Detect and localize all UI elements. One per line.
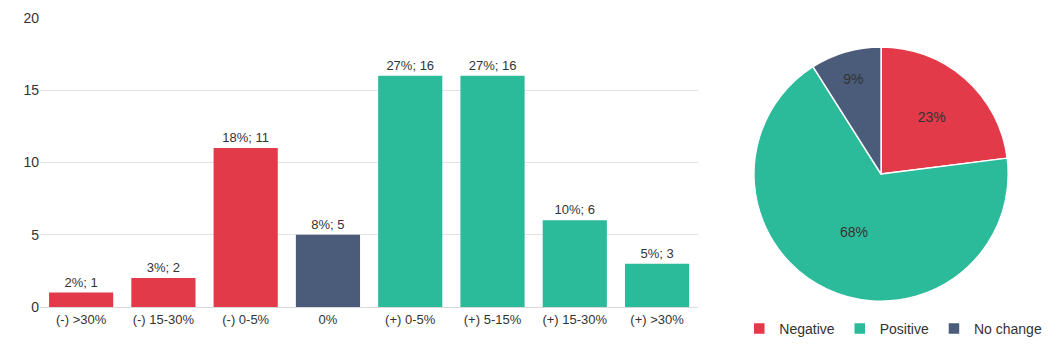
svg-text:5: 5	[31, 227, 39, 243]
svg-text:23%: 23%	[918, 109, 946, 125]
svg-text:0%: 0%	[319, 312, 338, 327]
svg-text:2%; 1: 2%; 1	[65, 275, 98, 290]
svg-text:27%; 16: 27%; 16	[469, 58, 517, 73]
svg-text:27%; 16: 27%; 16	[386, 58, 434, 73]
svg-text:(-) 15-30%: (-) 15-30%	[133, 312, 195, 327]
svg-text:10%; 6: 10%; 6	[555, 202, 595, 217]
svg-text:3%; 2: 3%; 2	[147, 260, 180, 275]
svg-text:Positive: Positive	[880, 321, 929, 337]
svg-text:10: 10	[23, 154, 39, 170]
svg-text:(+) >30%: (+) >30%	[630, 312, 684, 327]
svg-text:15: 15	[23, 82, 39, 98]
svg-text:(-) 0-5%: (-) 0-5%	[222, 312, 269, 327]
svg-text:20: 20	[23, 10, 39, 26]
svg-text:(+) 5-15%: (+) 5-15%	[464, 312, 522, 327]
svg-text:(+) 0-5%: (+) 0-5%	[385, 312, 436, 327]
svg-text:5%; 3: 5%; 3	[640, 246, 673, 261]
svg-text:0: 0	[31, 299, 39, 315]
svg-text:(+) 15-30%: (+) 15-30%	[542, 312, 607, 327]
svg-text:No change: No change	[974, 321, 1042, 337]
svg-text:Negative: Negative	[779, 321, 834, 337]
svg-text:68%: 68%	[840, 224, 868, 240]
svg-text:18%; 11: 18%; 11	[222, 130, 269, 145]
svg-text:8%; 5: 8%; 5	[311, 217, 344, 232]
svg-text:(-) >30%: (-) >30%	[56, 312, 107, 327]
svg-text:9%: 9%	[843, 71, 863, 87]
